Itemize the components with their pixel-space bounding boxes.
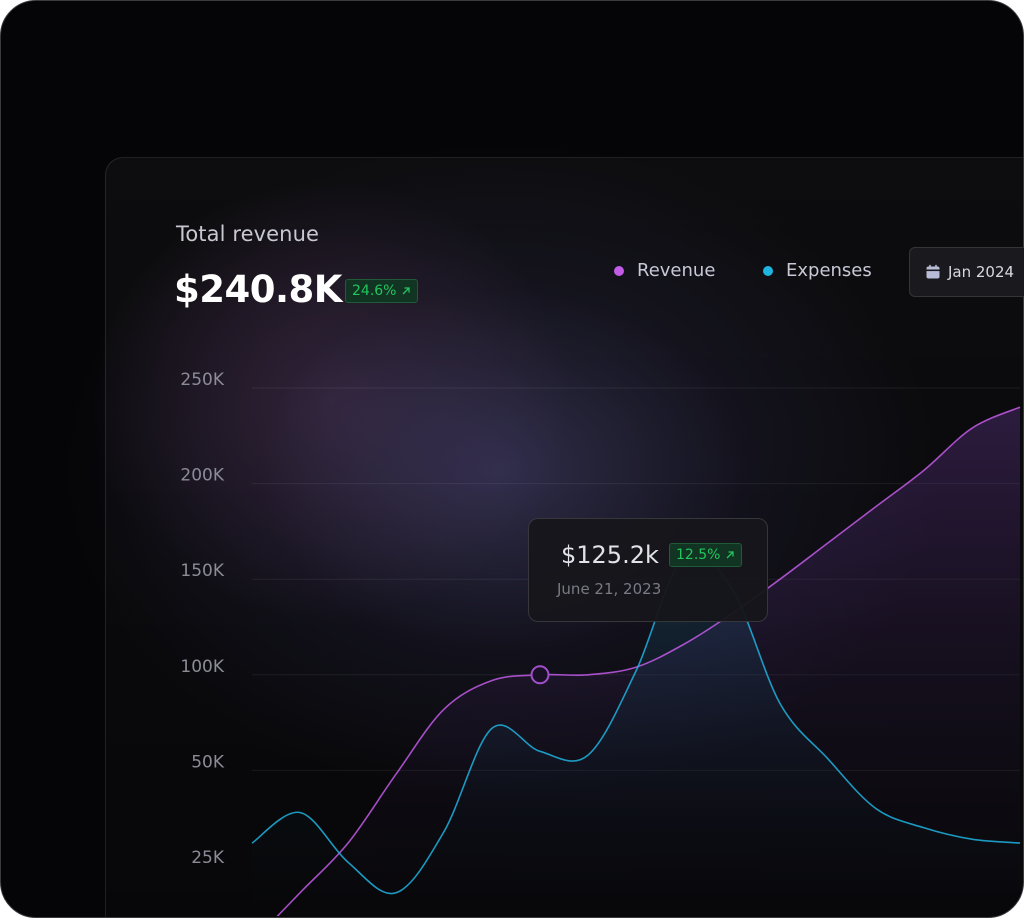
date-picker-label: Jan 2024 — [948, 263, 1015, 281]
highlight-point — [530, 665, 550, 685]
card-title: Total revenue — [176, 222, 319, 246]
revenue-line — [251, 406, 1021, 916]
total-revenue-value: $240.8K — [174, 268, 342, 311]
arrow-up-right-icon — [727, 551, 735, 559]
revenue-dot-icon — [614, 265, 624, 276]
change-badge: 24.6% — [345, 279, 419, 303]
change-value: 24.6% — [352, 283, 397, 299]
chart-tooltip: $125.2k 12.5% June 21, 2023 — [528, 518, 768, 622]
expenses-area — [252, 552, 1020, 916]
arrow-up-right-icon — [403, 287, 411, 295]
y-tick-label: 250K — [180, 370, 224, 390]
y-tick-label: 200K — [180, 466, 224, 486]
date-picker-button[interactable]: Jan 2024 — [909, 247, 1024, 297]
tooltip-value: $125.2k — [561, 541, 659, 569]
legend-revenue-label: Revenue — [637, 260, 716, 281]
y-tick-label: 25K — [191, 848, 225, 868]
legend-revenue[interactable]: Revenue — [614, 260, 715, 281]
y-tick-label: 100K — [180, 657, 224, 677]
legend-expenses[interactable]: Expenses — [763, 260, 872, 281]
tooltip-change-value: 12.5% — [676, 547, 721, 563]
y-tick-label: 50K — [191, 752, 225, 772]
expenses-line — [251, 551, 1021, 895]
tooltip-change-badge: 12.5% — [669, 543, 743, 567]
calendar-icon — [926, 264, 940, 279]
tooltip-date: June 21, 2023 — [557, 580, 662, 598]
expenses-dot-icon — [763, 265, 773, 276]
legend-expenses-label: Expenses — [786, 260, 872, 281]
y-tick-label: 150K — [180, 561, 224, 581]
